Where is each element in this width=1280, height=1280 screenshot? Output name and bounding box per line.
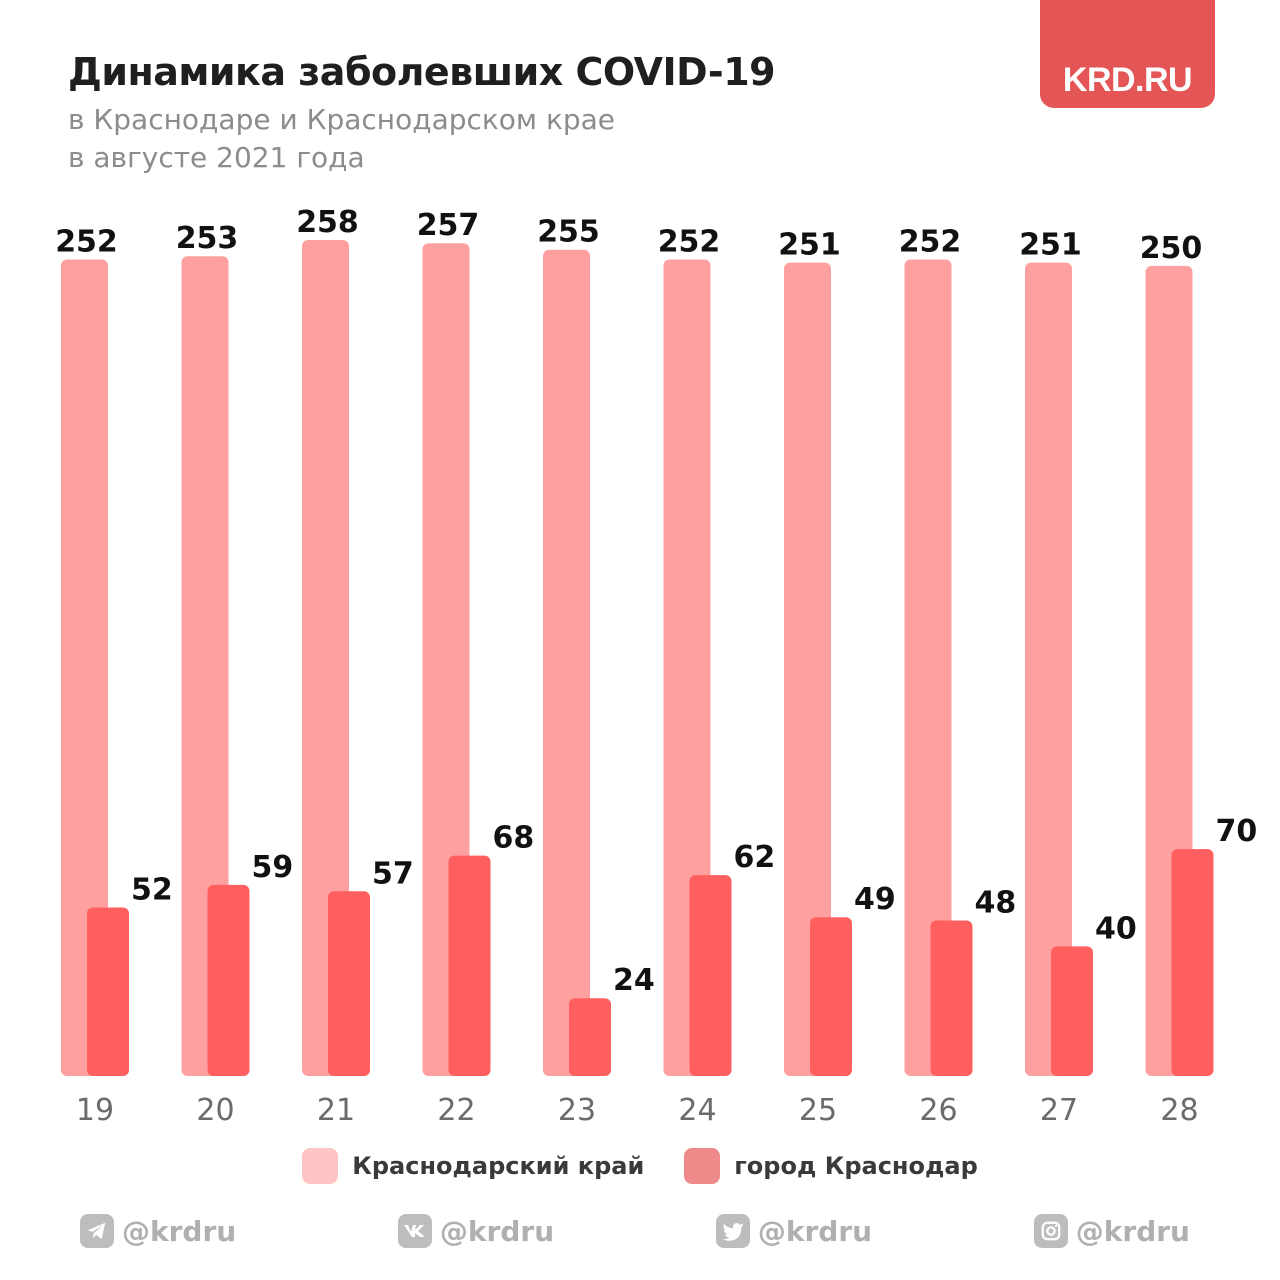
- data-label-city: 70: [1216, 814, 1258, 849]
- legend-label-city: город Краснодар: [734, 1152, 978, 1180]
- tick-label: 19: [76, 1093, 114, 1128]
- tick-label: 27: [1040, 1093, 1078, 1128]
- bar-city: [810, 917, 852, 1076]
- data-label-region: 250: [1140, 231, 1203, 266]
- tick-label: 26: [919, 1093, 957, 1128]
- bar-city: [448, 855, 491, 1076]
- legend-item-city: город Краснодар: [684, 1148, 978, 1184]
- social-handle: @krdru: [757, 1214, 873, 1248]
- legend-item-region: Краснодарский край: [302, 1148, 644, 1184]
- data-label-region: 252: [55, 224, 118, 259]
- bar-region: [61, 259, 108, 1076]
- tick-label: 28: [1160, 1093, 1198, 1128]
- social-handle: @krdru: [439, 1214, 555, 1248]
- data-label-city: 48: [975, 885, 1017, 920]
- krd-logo[interactable]: KRD.RU: [1040, 0, 1215, 108]
- social-links: @krdru @krdru @krdru @krdru: [80, 1214, 1190, 1248]
- tick-label: 22: [437, 1093, 475, 1128]
- social-handle: @krdru: [1075, 1214, 1190, 1248]
- legend-label-region: Краснодарский край: [352, 1152, 645, 1180]
- data-label-city: 68: [493, 821, 535, 856]
- data-label-region: 257: [417, 208, 480, 243]
- chart-subtitle-line2: в августе 2021 года: [68, 141, 365, 174]
- legend-swatch-city: [684, 1148, 721, 1184]
- bar-city: [1051, 946, 1093, 1076]
- data-label-city: 62: [734, 840, 776, 875]
- bar-city: [689, 875, 732, 1076]
- social-instagram[interactable]: @krdru: [1033, 1214, 1190, 1248]
- bar-region: [784, 262, 831, 1077]
- data-label-city: 52: [131, 873, 173, 908]
- chart-title: Динамика заболевших COVID-19: [68, 50, 776, 94]
- bar-region: [543, 249, 590, 1076]
- tick-label: 20: [196, 1093, 234, 1128]
- data-label-city: 49: [854, 882, 896, 917]
- social-telegram[interactable]: @krdru: [80, 1214, 236, 1248]
- chart-legend: Краснодарский край город Краснодар: [0, 1148, 1280, 1184]
- social-twitter[interactable]: @krdru: [715, 1214, 873, 1248]
- bar-chart: 2525219253592025857212576822255242325262…: [55, 205, 1258, 1128]
- data-label-city: 40: [1095, 911, 1137, 946]
- data-label-city: 24: [613, 963, 655, 998]
- social-handle: @krdru: [122, 1214, 237, 1248]
- data-label-city: 59: [252, 850, 294, 885]
- bar-city: [1171, 849, 1214, 1076]
- data-label-region: 252: [658, 224, 721, 259]
- bar-region: [663, 259, 711, 1076]
- twitter-icon: [715, 1214, 750, 1248]
- data-label-region: 253: [176, 221, 239, 256]
- data-label-region: 251: [778, 228, 841, 263]
- instagram-icon: [1033, 1214, 1068, 1248]
- tick-label: 25: [799, 1093, 837, 1128]
- tick-label: 23: [558, 1093, 596, 1128]
- vk-icon: [397, 1214, 432, 1248]
- bar-region: [1025, 262, 1072, 1077]
- chart-subtitle-line1: в Краснодаре и Краснодарском крае: [68, 103, 616, 136]
- telegram-icon: [80, 1214, 114, 1248]
- bar-city: [207, 884, 250, 1076]
- bar-city: [328, 891, 370, 1076]
- data-label-region: 258: [296, 205, 359, 240]
- bar-city: [569, 998, 611, 1076]
- tick-label: 24: [678, 1093, 716, 1128]
- bar-region: [302, 240, 349, 1076]
- bar-city: [930, 920, 973, 1076]
- data-label-region: 255: [537, 215, 600, 250]
- social-vk[interactable]: @krdru: [397, 1214, 555, 1248]
- data-label-region: 251: [1019, 228, 1082, 263]
- data-label-city: 57: [372, 856, 414, 891]
- bar-region: [904, 259, 952, 1076]
- legend-swatch-region: [302, 1148, 339, 1184]
- bar-city: [87, 907, 129, 1076]
- data-label-region: 252: [899, 224, 962, 259]
- tick-label: 21: [317, 1093, 355, 1128]
- bar-region: [181, 256, 229, 1076]
